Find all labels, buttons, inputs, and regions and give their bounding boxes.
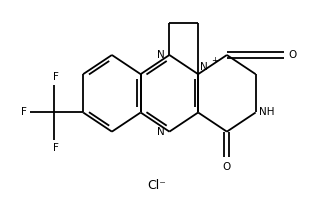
Text: Cl⁻: Cl⁻ [147,180,166,192]
Text: O: O [223,162,231,172]
Text: N: N [157,127,165,137]
Text: O: O [288,50,296,60]
Text: F: F [22,107,27,117]
Text: N: N [157,50,165,60]
Text: NH: NH [259,107,275,117]
Text: F: F [53,72,59,82]
Text: N: N [200,62,207,72]
Text: +: + [212,56,218,65]
Text: F: F [53,143,59,153]
